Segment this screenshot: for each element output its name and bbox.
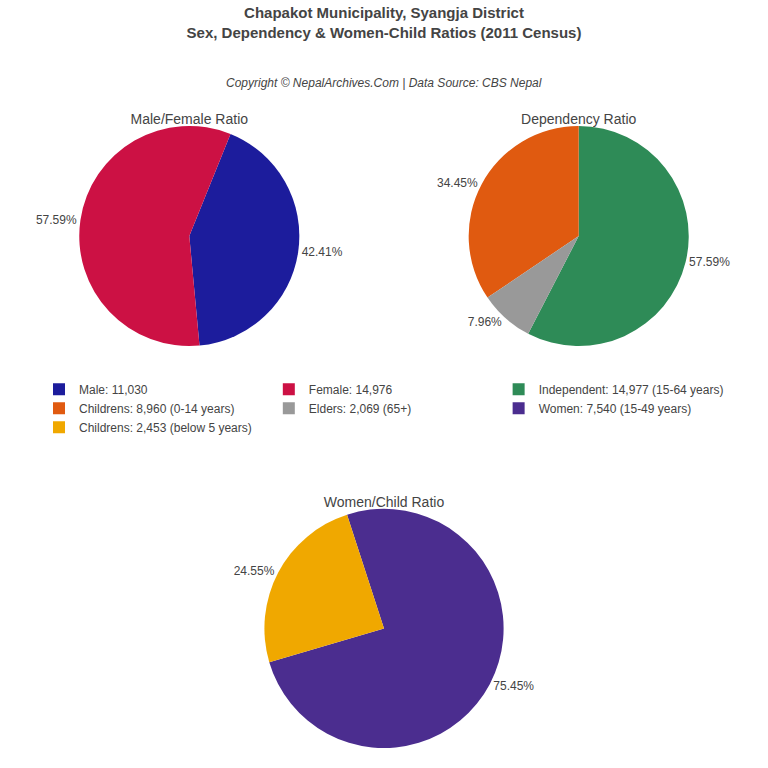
svg-text:Female: 14,976: Female: 14,976 [309,383,393,397]
svg-text:Childrens: 8,960 (0-14 years): Childrens: 8,960 (0-14 years) [79,402,234,416]
svg-text:75.45%: 75.45% [493,679,534,693]
svg-text:57.59%: 57.59% [689,255,730,269]
svg-text:Elders: 2,069 (65+): Elders: 2,069 (65+) [309,402,411,416]
svg-text:7.96%: 7.96% [468,315,502,329]
svg-text:Copyright © NepalArchives.Com: Copyright © NepalArchives.Com | Data Sou… [226,76,542,90]
svg-text:Independent: 14,977 (15-64 yea: Independent: 14,977 (15-64 years) [539,383,724,397]
svg-text:Childrens: 2,453 (below 5 year: Childrens: 2,453 (below 5 years) [79,421,252,435]
svg-text:Women: 7,540 (15-49 years): Women: 7,540 (15-49 years) [539,402,692,416]
svg-text:Dependency Ratio: Dependency Ratio [521,111,636,127]
svg-text:57.59%: 57.59% [36,213,77,227]
svg-text:Women/Child Ratio: Women/Child Ratio [324,494,445,510]
svg-text:24.55%: 24.55% [234,564,275,578]
svg-text:Male/Female Ratio: Male/Female Ratio [131,111,249,127]
svg-text:34.45%: 34.45% [437,176,478,190]
svg-text:42.41%: 42.41% [302,245,343,259]
svg-text:Male: 11,030: Male: 11,030 [79,383,148,397]
svg-text:Chapakot Municipality, Syangja: Chapakot Municipality, Syangja DistrictS… [187,4,582,41]
